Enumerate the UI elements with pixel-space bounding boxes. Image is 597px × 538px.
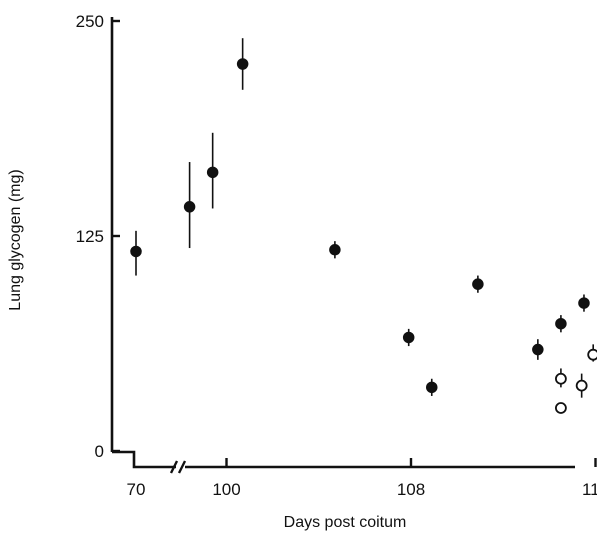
- x-tick-label-100: 100: [212, 480, 240, 499]
- filled-data-point-9: [555, 317, 567, 330]
- axis-break-mark: [169, 460, 187, 474]
- filled-data-point-5: [402, 331, 415, 344]
- x-axis-title: Days post coitum: [284, 514, 407, 531]
- filled-data-point-10: [578, 297, 590, 309]
- open-data-point-2: [575, 379, 588, 392]
- filled-data-point-1: [183, 201, 196, 213]
- y-tick-label-250: 250: [76, 12, 104, 31]
- x-tick-label-70: 70: [127, 480, 146, 499]
- x-axis: 70 100 108 116 Days post coitum: [112, 450, 597, 531]
- filled-data-point-8: [532, 343, 544, 356]
- filled-data-point-0: [130, 245, 142, 258]
- filled-data-point-6: [426, 381, 438, 394]
- filled-data-point-4: [329, 244, 341, 256]
- y-ticks: 0 125 250: [76, 12, 120, 461]
- open-data-point-1: [555, 372, 567, 385]
- y-tick-label-125: 125: [76, 227, 104, 246]
- y-tick-label-0: 0: [95, 442, 104, 461]
- y-axis-title: Lung glycogen (mg): [7, 169, 24, 310]
- open-data-point-3: [587, 348, 597, 361]
- filled-data-point-7: [472, 278, 484, 290]
- filled-data-point-2: [206, 166, 219, 179]
- x-axis-line-segment-1: [112, 450, 176, 469]
- x-tick-label-108: 108: [397, 480, 425, 499]
- open-data-point-0: [555, 402, 567, 414]
- y-axis: 0 125 250 Lung glycogen (mg): [7, 12, 120, 461]
- x-tick-label-116: 116: [582, 480, 597, 499]
- plot-area: [130, 38, 597, 414]
- filled-data-point-3: [236, 58, 249, 70]
- x-ticks: 70 100 108 116: [127, 458, 597, 499]
